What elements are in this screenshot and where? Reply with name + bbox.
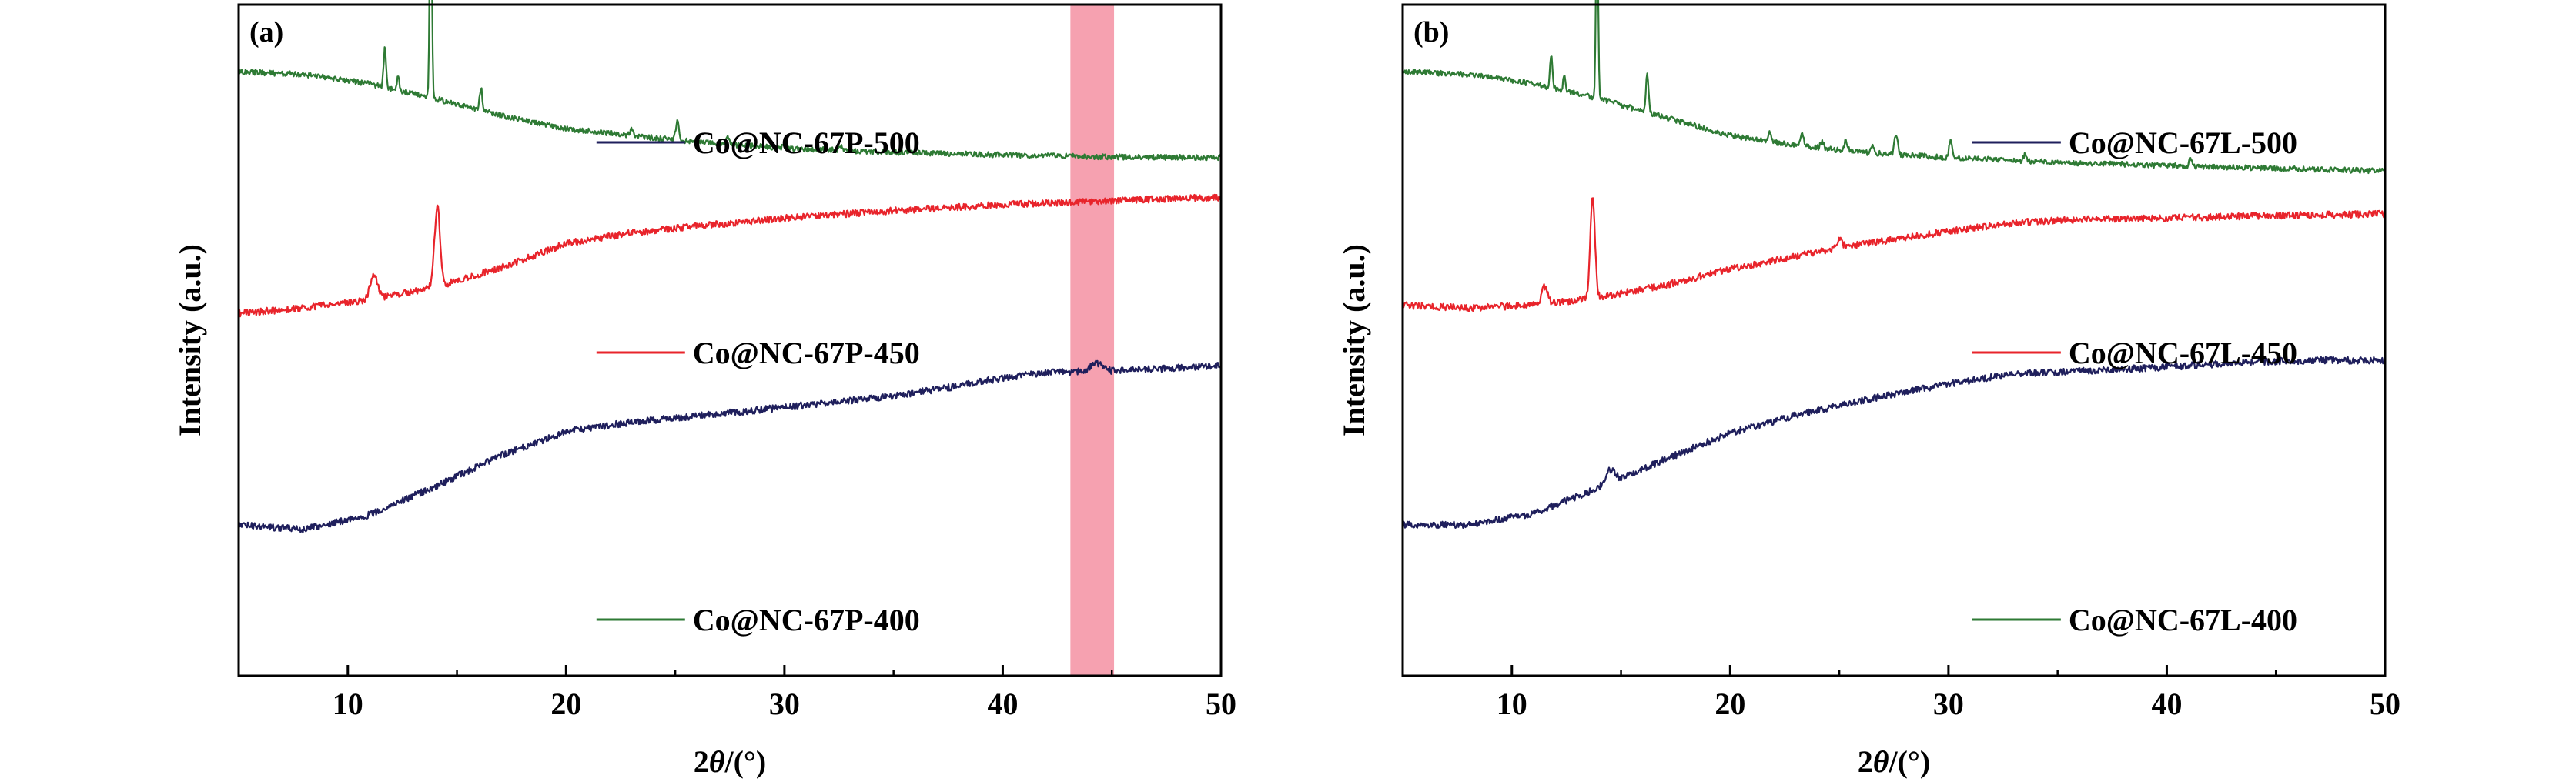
x-tick-label: 10 [1497,687,1527,721]
x-tick-label: 20 [1715,687,1745,721]
x-tick-label: 30 [769,687,800,721]
x-tick-label: 50 [2370,687,2400,721]
y-axis-label: Intensity (a.u.) [172,244,207,436]
x-tick-label: 50 [1206,687,1236,721]
x-axis-label: 2θ/(°) [694,744,767,779]
panel-label: (a) [249,16,283,48]
panel-label: (b) [1413,16,1449,48]
x-axis-label-prefix: 2 [1858,744,1873,779]
legend-label: Co@NC-67L-400 [2069,603,2297,637]
series-line [1401,356,2386,530]
panel-b: Co@NC-67L-500Co@NC-67L-450Co@NC-67L-400 … [1337,0,2400,779]
x-tick-label: 30 [1933,687,1964,721]
legend-label: Co@NC-67P-400 [693,603,920,637]
legend-label: Co@NC-67P-500 [693,125,920,160]
plot-frame [237,3,1223,677]
legend: Co@NC-67L-500 Co@NC-67L-450 Co@NC-67L-400 [1972,125,2297,637]
x-axis-ticks: 10 20 30 40 50 [237,665,1236,721]
series-line [1402,197,2386,312]
legend-label: Co@NC-67P-450 [693,336,920,370]
legend: Co@NC-67P-500 Co@NC-67P-450 Co@NC-67P-400 [596,125,920,637]
panel-a: Co@NC-67P-500Co@NC-67P-450Co@NC-67P-400 … [172,0,1236,779]
x-axis-ticks: 10 20 30 40 50 [1401,665,2400,721]
x-tick-label: 20 [550,687,581,721]
series-group [237,0,1222,534]
legend-label: Co@NC-67L-500 [2069,125,2297,160]
x-axis-label-theta: θ [709,744,725,779]
series-group [1401,0,2386,530]
y-axis-label: Intensity (a.u.) [1337,244,1371,436]
series-line [237,359,1222,534]
x-axis-label-theta: θ [1873,744,1889,779]
x-axis-label-suffix: /(°) [724,744,767,779]
x-axis-label-suffix: /(°) [1889,744,1931,779]
x-axis-label: 2θ/(°) [1858,744,1931,779]
x-tick-label: 40 [987,687,1018,721]
x-tick-label: 40 [2151,687,2182,721]
x-axis-label-prefix: 2 [694,744,709,779]
series-line [238,0,1222,162]
x-tick-label: 10 [333,687,363,721]
series-line [1402,0,2385,175]
highlight-band [1070,5,1115,676]
plot-frame [1401,3,2387,677]
series-line [237,193,1222,318]
legend-label: Co@NC-67L-450 [2069,336,2297,370]
